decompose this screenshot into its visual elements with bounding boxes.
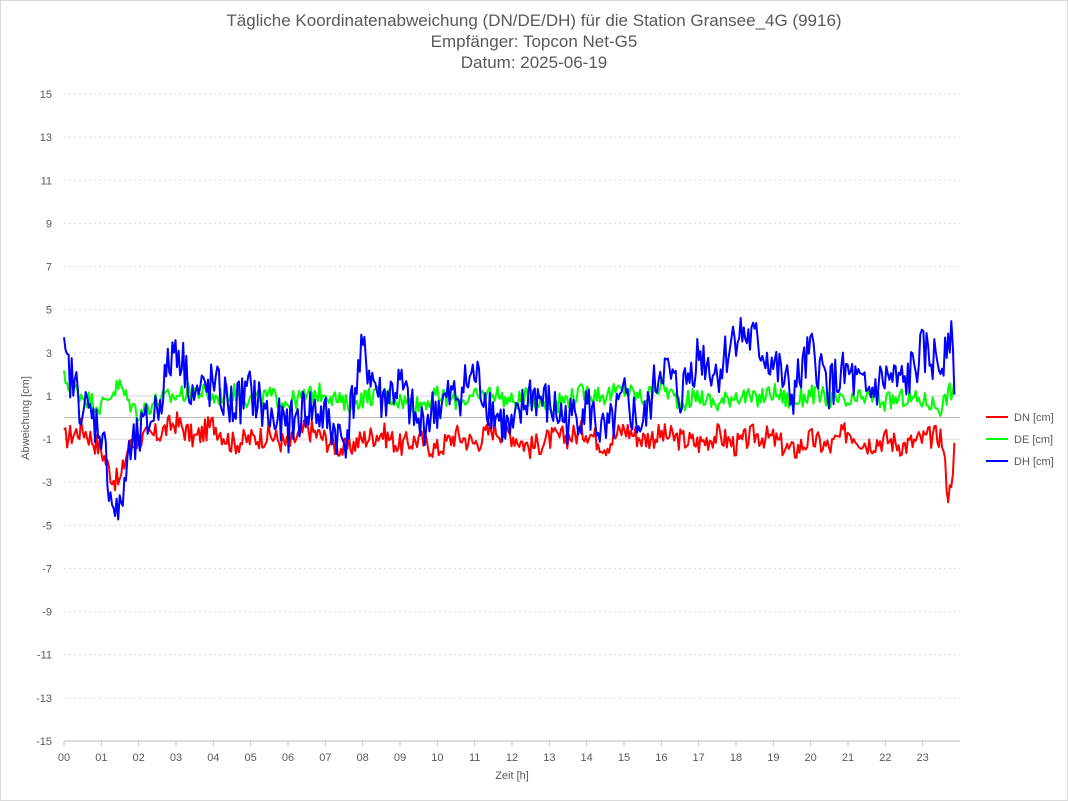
legend-label: DE [cm] [1014, 434, 1053, 446]
y-tick-label: -9 [42, 607, 52, 619]
y-tick-label: -15 [36, 736, 52, 748]
x-tick-label: 13 [543, 752, 555, 764]
axes: 15 13 11 9 7 5 3 1 -1 -3 -5 -7 -9 -11 -13 -15 00 01 02 03 04… [36, 89, 960, 764]
x-axis-title: Zeit [h] [495, 770, 529, 782]
x-tick-label: 09 [394, 752, 406, 764]
y-tick-label: -3 [42, 477, 52, 489]
x-tick-label: 22 [879, 752, 891, 764]
x-tick-label: 02 [133, 752, 145, 764]
y-tick-label: 13 [40, 132, 52, 144]
x-tick-label: 00 [58, 752, 70, 764]
y-tick-label: -13 [36, 693, 52, 705]
x-tick-label: 19 [767, 752, 779, 764]
x-tick-label: 17 [693, 752, 705, 764]
y-axis-title: Abweichung [cm] [20, 376, 32, 460]
title-line-2: Empfänger: Topcon Net-G5 [430, 32, 638, 51]
x-tick-label: 21 [842, 752, 854, 764]
y-tick-label: -1 [42, 434, 52, 446]
x-tick-label: 16 [655, 752, 667, 764]
x-tick-label: 05 [245, 752, 257, 764]
series-line-de [63, 370, 956, 422]
x-tick-label: 12 [506, 752, 518, 764]
legend-label: DH [cm] [1014, 456, 1054, 468]
x-tick-label: 11 [469, 752, 480, 764]
legend-label: DN [cm] [1014, 412, 1054, 424]
series-line-dh [63, 316, 956, 521]
title-line-1: Tägliche Koordinatenabweichung (DN/DE/DH… [226, 11, 842, 30]
y-tick-label: 3 [46, 348, 52, 360]
title-line-3: Datum: 2025-06-19 [460, 53, 608, 72]
y-tick-label: 11 [41, 175, 52, 187]
y-tick-label: 7 [46, 262, 52, 274]
x-tick-label: 18 [730, 752, 742, 764]
y-tick-label: -11 [37, 650, 52, 662]
y-tick-label: -7 [42, 563, 52, 575]
x-tick-label: 08 [357, 752, 369, 764]
x-tick-label: 15 [618, 752, 630, 764]
x-tick-label: 23 [917, 752, 929, 764]
y-tick-label: 1 [46, 391, 52, 403]
y-tick-label: 5 [46, 305, 52, 317]
y-tick-label: -5 [42, 520, 52, 532]
x-tick-label: 14 [581, 752, 593, 764]
x-tick-label: 01 [95, 752, 107, 764]
y-tick-label: 9 [46, 218, 52, 230]
x-tick-label: 10 [431, 752, 443, 764]
x-tick-label: 04 [207, 752, 219, 764]
legend: DN [cm] DE [cm] DH [cm] [986, 412, 1054, 468]
chart-title: Tägliche Koordinatenabweichung (DN/DE/DH… [0, 10, 1068, 73]
x-tick-label: 03 [170, 752, 182, 764]
x-tick-label: 06 [282, 752, 294, 764]
y-tick-label: 15 [40, 89, 52, 101]
x-tick-label: 20 [805, 752, 817, 764]
series-lines [63, 316, 956, 521]
x-tick-label: 07 [319, 752, 331, 764]
